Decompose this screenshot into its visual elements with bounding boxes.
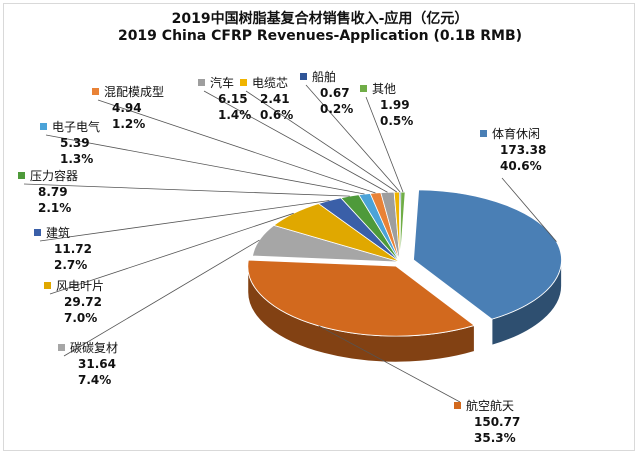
slice-label-value-6: 5.39 xyxy=(60,136,90,150)
slice-label-percent-7: 1.2% xyxy=(112,117,145,131)
chart-title: 2019中国树脂基复合材销售收入-应用（亿元） xyxy=(171,11,469,27)
label-swatch-9 xyxy=(240,79,247,86)
slice-label-name-9: 电缆芯 xyxy=(252,76,288,90)
slice-label-value-7: 4.94 xyxy=(112,101,142,115)
slice-label-value-8: 6.15 xyxy=(218,92,248,106)
leader-line-8 xyxy=(203,90,388,193)
slice-label-name-3: 风电叶片 xyxy=(56,279,104,293)
slice-label-name-0: 体育休闲 xyxy=(492,126,540,141)
label-swatch-4 xyxy=(34,229,41,236)
slice-label-percent-5: 2.1% xyxy=(38,201,71,215)
label-swatch-3 xyxy=(44,282,51,289)
slice-label-percent-8: 1.4% xyxy=(218,108,251,122)
slice-label-name-10: 船舶 xyxy=(312,69,336,84)
slice-label-percent-4: 2.7% xyxy=(54,258,87,272)
slice-label-percent-10: 0.2% xyxy=(320,102,353,116)
label-swatch-6 xyxy=(40,123,47,130)
slice-label-value-4: 11.72 xyxy=(54,242,92,256)
slice-label-name-1: 航空航天 xyxy=(466,398,514,413)
label-swatch-8 xyxy=(198,79,205,86)
slice-label-value-1: 150.77 xyxy=(474,415,520,429)
slice-label-name-4: 建筑 xyxy=(46,225,70,240)
leader-line-7 xyxy=(97,99,376,194)
slice-label-percent-11: 0.5% xyxy=(380,114,413,128)
leader-line-2 xyxy=(63,239,260,357)
slice-label-percent-3: 7.0% xyxy=(64,311,97,325)
label-swatch-10 xyxy=(300,73,307,80)
slice-label-value-3: 29.72 xyxy=(64,295,102,309)
slice-label-name-5: 压力容器 xyxy=(30,168,78,183)
slice-label-percent-0: 40.6% xyxy=(500,159,542,173)
slice-label-value-11: 1.99 xyxy=(380,98,410,112)
slice-label-value-2: 31.64 xyxy=(78,357,116,371)
leader-line-6 xyxy=(45,134,365,195)
label-swatch-5 xyxy=(18,172,25,179)
slice-label-percent-9: 0.6% xyxy=(260,108,293,122)
label-swatch-11 xyxy=(360,85,367,92)
slice-label-name-7: 混配模成型 xyxy=(104,85,164,99)
slice-label-name-8: 汽车 xyxy=(210,75,234,90)
slice-label-name-11: 其他 xyxy=(372,82,396,96)
slice-label-percent-2: 7.4% xyxy=(78,373,111,387)
slice-label-value-9: 2.41 xyxy=(260,92,290,106)
slice-label-value-5: 8.79 xyxy=(38,185,68,199)
leader-line-9 xyxy=(245,90,397,193)
leader-line-3 xyxy=(49,212,294,295)
leader-line-11 xyxy=(365,96,404,193)
slice-label-name-6: 电子电气 xyxy=(52,119,100,134)
leader-line-0 xyxy=(501,177,557,242)
slice-label-value-10: 0.67 xyxy=(320,86,350,100)
label-swatch-0 xyxy=(480,130,487,137)
slice-label-value-0: 173.38 xyxy=(500,143,546,157)
leader-line-4 xyxy=(39,200,330,242)
pie-slice-11 xyxy=(399,191,406,263)
slice-label-percent-1: 35.3% xyxy=(474,431,516,445)
label-swatch-7 xyxy=(92,88,99,95)
leader-line-10 xyxy=(305,84,401,193)
slice-label-name-2: 碳碳复材 xyxy=(70,341,118,355)
leader-line-1 xyxy=(318,325,461,403)
slice-label-percent-6: 1.3% xyxy=(60,152,93,166)
leader-line-5 xyxy=(23,183,350,197)
label-swatch-1 xyxy=(454,402,461,409)
chart-subtitle: 2019 China CFRP Revenues-Application (0.… xyxy=(117,28,523,44)
label-swatch-2 xyxy=(58,344,65,351)
